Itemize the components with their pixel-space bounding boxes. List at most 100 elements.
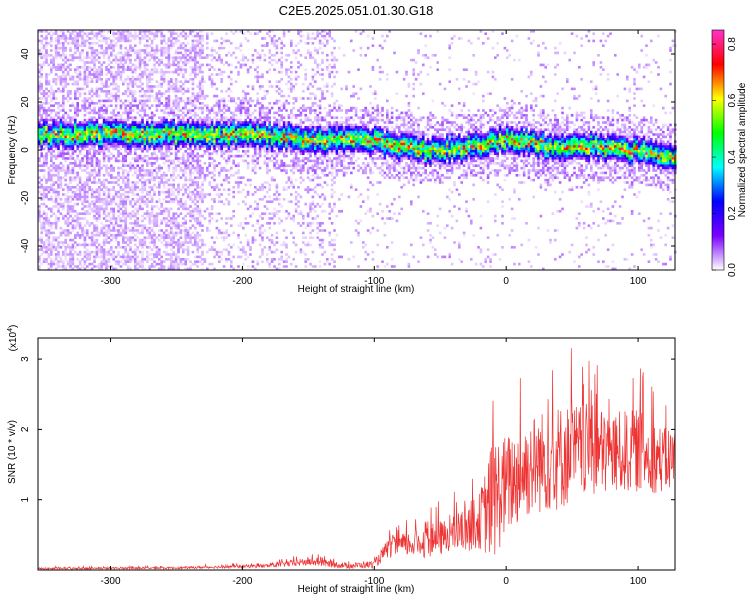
heatmap-cell	[45, 154, 48, 158]
heatmap-cell	[54, 226, 58, 230]
heatmap-cell	[62, 243, 65, 247]
heatmap-cell	[160, 54, 163, 57]
heatmap-cell	[225, 145, 228, 148]
heatmap-cell	[246, 116, 250, 119]
heatmap-cell	[143, 61, 147, 64]
heatmap-cell	[42, 97, 46, 100]
heatmap-cell	[213, 164, 216, 167]
heatmap-cell	[107, 54, 111, 57]
heatmap-cell	[150, 169, 154, 172]
heatmap-cell	[213, 140, 216, 143]
heatmap-cell	[194, 68, 197, 71]
heatmap-cell	[198, 210, 202, 213]
heatmap-cell	[119, 188, 123, 191]
heatmap-cell	[52, 32, 55, 35]
heatmap-cell	[114, 234, 118, 237]
heatmap-cell	[90, 190, 94, 194]
heatmap-cell	[64, 238, 67, 242]
heatmap-cell	[184, 78, 187, 81]
heatmap-cell	[47, 241, 51, 244]
heatmap-cell	[66, 222, 70, 225]
heatmap-cell	[38, 126, 41, 129]
heatmap-cell	[244, 63, 247, 67]
heatmap-cell	[47, 128, 51, 131]
heatmap-cell	[78, 236, 82, 239]
heatmap-cell	[122, 181, 125, 184]
heatmap-cell	[153, 265, 156, 268]
heatmap-cell	[136, 164, 139, 167]
heatmap-cell	[196, 222, 199, 225]
heatmap-cell	[62, 133, 65, 136]
heatmap-cell	[124, 61, 127, 64]
heatmap-cell	[71, 32, 75, 35]
heatmap-cell	[126, 152, 130, 155]
heatmap-cell	[114, 222, 118, 225]
heatmap-cell	[143, 135, 147, 139]
heatmap-cell	[191, 128, 195, 131]
heatmap-cell	[81, 258, 84, 261]
heatmap-cell	[81, 42, 84, 45]
heatmap-cell	[249, 138, 252, 141]
heatmap-cell	[160, 73, 163, 76]
heatmap-cell	[131, 145, 135, 148]
heatmap-cell	[194, 241, 197, 244]
heatmap-cell	[131, 181, 135, 184]
heatmap-cell	[100, 34, 103, 38]
heatmap-cell	[134, 262, 137, 266]
heatmap-cell	[182, 169, 185, 172]
heatmap-cell	[234, 130, 238, 134]
heatmap-cell	[88, 243, 91, 247]
heatmap-cell	[129, 46, 132, 50]
heatmap-cell	[232, 116, 235, 119]
heatmap-cell	[210, 121, 214, 124]
heatmap-cell	[107, 68, 111, 71]
heatmap-cell	[38, 169, 41, 172]
heatmap-cell	[40, 126, 43, 129]
heatmap-cell	[179, 130, 183, 134]
heatmap-cell	[57, 104, 60, 107]
heatmap-cell	[114, 190, 118, 194]
heatmap-cell	[105, 130, 108, 134]
heatmap-cell	[136, 207, 139, 211]
heatmap-cell	[198, 66, 202, 69]
heatmap-cell	[227, 250, 231, 254]
heatmap-cell	[201, 229, 204, 232]
heatmap-cell	[129, 61, 132, 64]
heatmap-cell	[117, 114, 120, 117]
heatmap-cell	[242, 102, 245, 105]
heatmap-cell	[78, 188, 82, 191]
heatmap-cell	[95, 253, 99, 256]
heatmap-cell	[124, 176, 127, 179]
heatmap-cell	[83, 186, 87, 189]
heatmap-cell	[102, 142, 106, 146]
heatmap-cell	[88, 126, 91, 129]
heatmap-cell	[208, 248, 211, 251]
heatmap-cell	[143, 37, 147, 40]
heatmap-cell	[222, 188, 226, 191]
heatmap-cell	[126, 56, 130, 59]
heatmap-cell	[45, 111, 48, 115]
heatmap-cell	[134, 80, 137, 83]
heatmap-cell	[215, 145, 219, 148]
heatmap-cell	[102, 190, 106, 194]
heatmap-cell	[110, 46, 113, 50]
heatmap-cell	[146, 87, 149, 91]
heatmap-cell	[102, 154, 106, 158]
heatmap-cell	[239, 42, 243, 45]
heatmap-cell	[153, 97, 156, 100]
heatmap-cell	[57, 190, 60, 194]
heatmap-cell	[47, 150, 51, 153]
heatmap-cell	[201, 253, 204, 256]
heatmap-cell	[208, 63, 211, 67]
heatmap-cell	[141, 121, 144, 124]
heatmap-cell	[131, 104, 135, 107]
heatmap-cell	[114, 42, 118, 45]
heatmap-cell	[38, 205, 41, 208]
heatmap-cell	[42, 188, 46, 191]
heatmap-cell	[114, 32, 118, 35]
heatmap-cell	[158, 253, 161, 256]
heatmap-cell	[227, 147, 231, 151]
heatmap-cell	[210, 135, 214, 139]
heatmap-cell	[119, 140, 123, 143]
heatmap-cell	[42, 159, 46, 163]
